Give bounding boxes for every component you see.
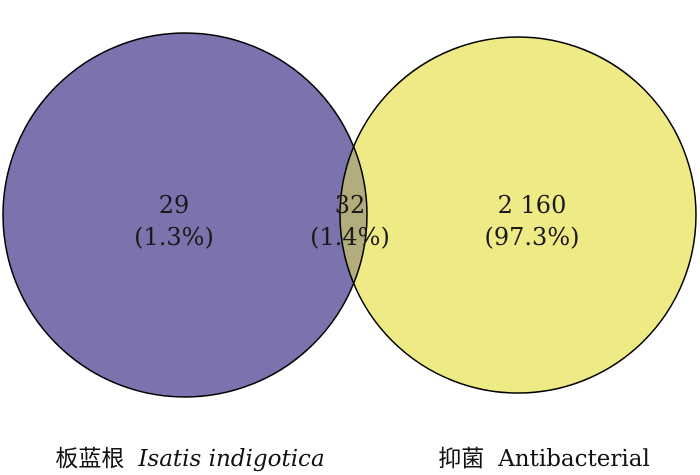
left-set-name-cn: 板蓝根: [55, 446, 124, 472]
right-set-circle: [340, 37, 696, 393]
left-set-name-latin: Isatis indigotica: [137, 446, 324, 472]
right-percent: (97.3%): [485, 223, 580, 251]
right-count: 2 160: [498, 191, 567, 219]
right-set-name-latin: Antibacterial: [497, 446, 650, 472]
right-set-name-cn: 抑菌: [438, 446, 484, 472]
overlap-count: 32: [335, 191, 366, 219]
left-count: 29: [159, 191, 190, 219]
left-set-outline: [2, 32, 368, 398]
overlap-percent: (1.4%): [310, 223, 390, 251]
left-set-circle: [3, 33, 367, 397]
right-set-caption: 抑菌 Antibacterial: [438, 446, 650, 472]
left-set-caption: 板蓝根 Isatis indigotica: [55, 446, 324, 472]
right-set-outline: [339, 36, 697, 394]
left-percent: (1.3%): [134, 223, 214, 251]
